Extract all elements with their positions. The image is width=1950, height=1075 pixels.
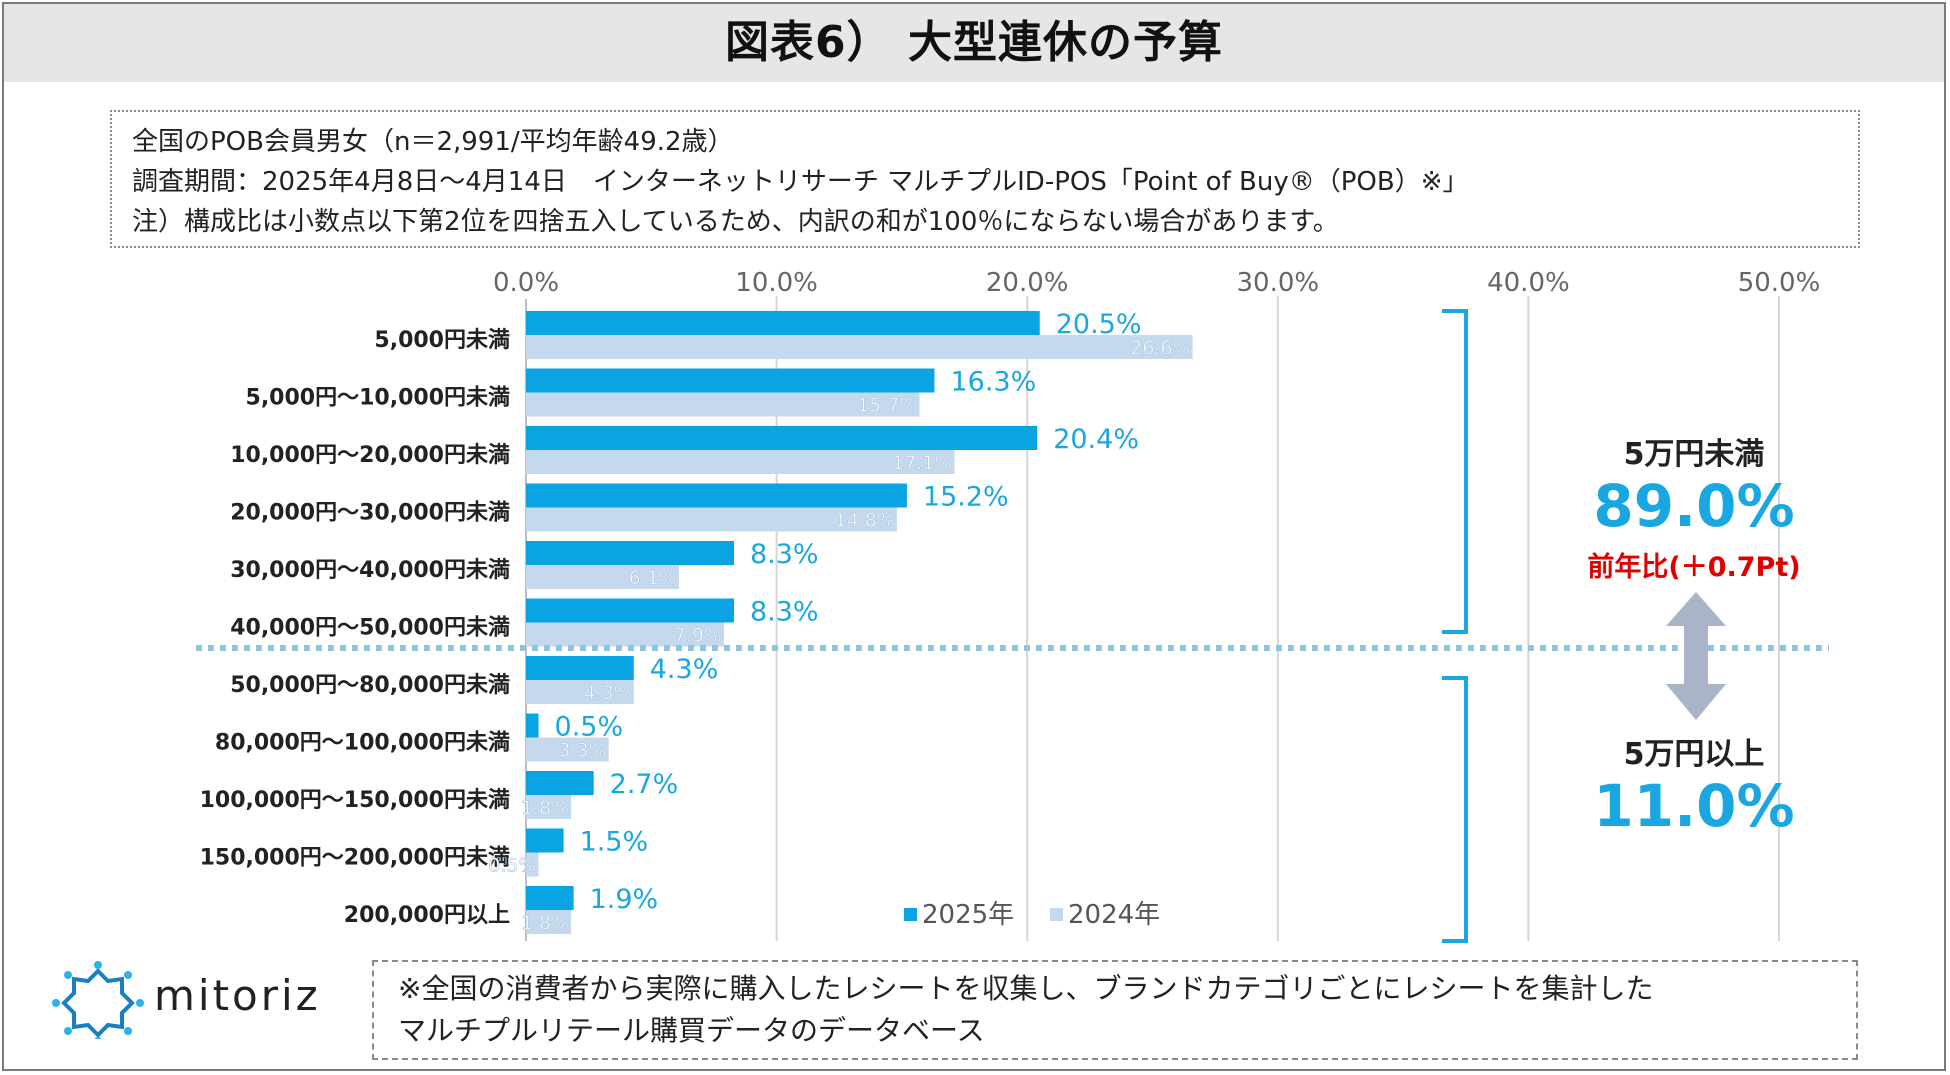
bar-2025-label: 20.5% <box>1056 309 1142 340</box>
note-period: 調査期間：2025年4月8日～4月14日 インターネットリサーチ マルチプルID… <box>132 167 1469 197</box>
bar-2025-label: 2.7% <box>610 769 679 800</box>
bar-2025-label: 8.3% <box>750 597 819 628</box>
category-label: 5,000円未満 <box>374 327 510 353</box>
bar-2025 <box>526 656 634 680</box>
note-sample: 全国のPOB会員男女（n＝2,991/平均年齢49.2歳） <box>132 127 734 157</box>
legend-label-2025: 2025年 <box>922 900 1014 930</box>
category-label: 150,000円～200,000円未満 <box>200 845 510 871</box>
category-label: 100,000円～150,000円未満 <box>200 787 510 813</box>
bar-2024 <box>526 565 679 589</box>
survey-note-box: 全国のPOB会員男女（n＝2,991/平均年齢49.2歳） 調査期間：2025年… <box>110 110 1860 248</box>
bar-2024 <box>526 852 539 877</box>
bar-2024-label: 6.1% <box>629 567 677 589</box>
footer-line-1: ※全国の消費者から実際に購入したレシートを収集し、ブランドカテゴリごとにレシート… <box>398 972 1654 1005</box>
bar-2024 <box>526 622 724 647</box>
bracket-over-50k <box>1442 676 1468 943</box>
bar-2024 <box>526 795 572 819</box>
summary-under-label: 5万円未満 <box>1624 437 1765 472</box>
bar-2024-label: 14.8% <box>835 510 895 532</box>
bar-2024 <box>526 392 920 417</box>
bracket-under-50k <box>1442 309 1468 634</box>
bar-2025 <box>526 828 564 853</box>
bar-2024-label: 7.9% <box>674 625 722 647</box>
x-tick-label: 10.0% <box>735 268 818 298</box>
legend-label-2024: 2024年 <box>1068 900 1160 930</box>
bar-2025 <box>526 483 907 508</box>
bar-2024-label: 1.8% <box>521 797 569 819</box>
budget-bar-chart: 0.0% 10.0% 20.0% 30.0% 40.0% 50.0% 5,000円未満 20.… <box>196 268 1829 943</box>
x-tick-label: 40.0% <box>1487 268 1570 298</box>
summary-yoy: 前年比(＋0.7Pt) <box>1587 551 1800 583</box>
bar-2025 <box>526 598 734 623</box>
category-label: 80,000円～100,000円未満 <box>215 730 510 756</box>
bar-2025-label: 16.3% <box>950 367 1036 398</box>
bar-2025 <box>526 713 539 738</box>
category-label: 40,000円～50,000円未満 <box>230 615 510 641</box>
bar-2025 <box>526 886 574 910</box>
bar-2024 <box>526 335 1193 359</box>
footer-line-2: マルチプルリテール購買データのデータベース <box>398 1014 985 1047</box>
bar-2025-label: 1.5% <box>580 827 649 858</box>
bar-2024 <box>526 910 572 934</box>
category-label: 50,000円～80,000円未満 <box>230 672 510 698</box>
bar-2024 <box>526 737 609 762</box>
double-arrow-icon <box>1666 592 1726 720</box>
bar-2024-label: 15.7% <box>857 395 917 417</box>
bar-2025-label: 15.2% <box>923 482 1009 513</box>
x-tick-label: 50.0% <box>1738 268 1821 298</box>
bar-2025-label: 0.5% <box>555 712 624 743</box>
x-tick-label: 0.0% <box>493 268 559 298</box>
bar-2025-label: 20.4% <box>1053 424 1139 455</box>
bar-2025 <box>526 368 935 393</box>
x-tick-label: 30.0% <box>1236 268 1319 298</box>
page-title: 図表6） 大型連休の予算 <box>725 17 1223 68</box>
x-tick-label: 20.0% <box>986 268 1069 298</box>
bar-2024 <box>526 450 955 474</box>
summary-under-value: 89.0% <box>1593 472 1794 540</box>
category-label: 30,000円～40,000円未満 <box>230 557 510 583</box>
title-bar <box>4 4 1944 82</box>
bar-2025 <box>526 426 1038 450</box>
mitoriz-logo-mark <box>52 961 144 1039</box>
bar-2024-label: 4.3% <box>583 682 631 704</box>
bar-2024-label: 0.5% <box>488 855 536 877</box>
summary-over-value: 11.0% <box>1593 772 1794 840</box>
bar-2024-label: 1.8% <box>521 912 569 934</box>
mitoriz-logo-text: mitoriz <box>154 971 321 1020</box>
bar-2025 <box>526 541 734 565</box>
footer-note-box: ※全国の消費者から実際に購入したレシートを収集し、ブランドカテゴリごとにレシート… <box>372 960 1858 1060</box>
bar-2025-label: 8.3% <box>750 539 819 570</box>
category-label: 200,000円以上 <box>344 903 510 928</box>
category-label: 10,000円～20,000円未満 <box>230 442 510 468</box>
bar-2024-label: 3.3% <box>558 740 606 762</box>
bar-2025-label: 1.9% <box>590 884 659 915</box>
bar-2024-label: 26.6% <box>1130 337 1190 359</box>
note-rounding: 注）構成比は小数点以下第2位を四捨五入しているため、内訳の和が100％にならない… <box>132 207 1339 237</box>
category-label: 5,000円～10,000円未満 <box>246 385 510 411</box>
legend-swatch-2024 <box>1050 908 1063 921</box>
legend-swatch-2025 <box>904 908 917 921</box>
bar-2025 <box>526 771 594 795</box>
bar-2024 <box>526 680 634 704</box>
bar-2025 <box>526 311 1040 335</box>
mitoriz-logo: mitoriz <box>48 959 348 1039</box>
bar-2024 <box>526 507 897 532</box>
summary-over-label: 5万円以上 <box>1624 737 1765 772</box>
bar-2024-label: 17.1% <box>892 452 952 474</box>
category-label: 20,000円～30,000円未満 <box>230 500 510 526</box>
bar-2025-label: 4.3% <box>650 654 719 685</box>
